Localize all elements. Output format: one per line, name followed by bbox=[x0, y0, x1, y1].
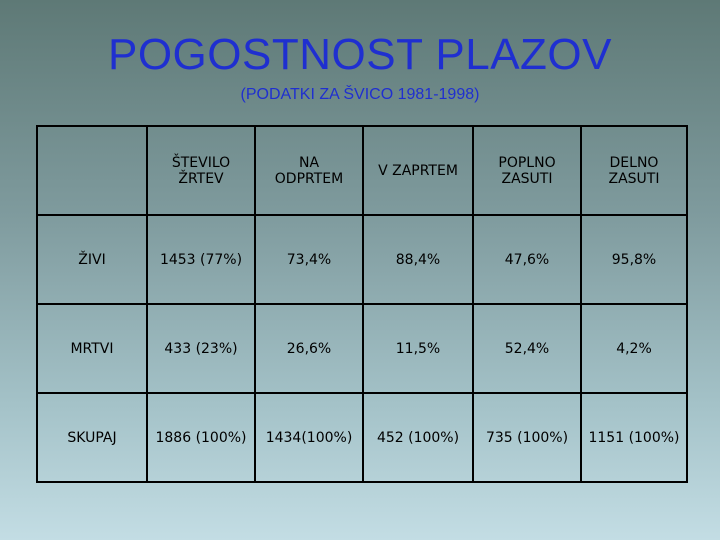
row-label: MRTVI bbox=[36, 303, 148, 394]
slide-title: POGOSTNOST PLAZOV bbox=[107, 30, 612, 79]
header-cell-delno-zasuti: DELNO ZASUTI bbox=[580, 125, 688, 216]
table-row: ŽIVI 1453 (77%) 73,4% 88,4% 47,6% 95,8% bbox=[36, 214, 688, 305]
table-cell: 4,2% bbox=[580, 303, 688, 394]
header-cell-corner bbox=[36, 125, 148, 216]
table-row: MRTVI 433 (23%) 26,6% 11,5% 52,4% 4,2% bbox=[36, 303, 688, 394]
table-cell: 1434(100%) bbox=[254, 392, 364, 483]
table-cell: 47,6% bbox=[472, 214, 582, 305]
row-label: SKUPAJ bbox=[36, 392, 148, 483]
table-header-row: ŠTEVILO ŽRTEV NA ODPRTEM V ZAPRTEM POPLNO Z… bbox=[36, 125, 688, 216]
header-cell-stevilo-zrtev: ŠTEVILO ŽRTEV bbox=[146, 125, 256, 216]
table-cell: 433 (23%) bbox=[146, 303, 256, 394]
table-cell: 11,5% bbox=[362, 303, 474, 394]
data-table: ŠTEVILO ŽRTEV NA ODPRTEM V ZAPRTEM POPLNO Z… bbox=[36, 125, 688, 483]
table-cell: 73,4% bbox=[254, 214, 364, 305]
header-cell-na-odprtem: NA ODPRTEM bbox=[254, 125, 364, 216]
header-cell-poplno-zasuti: POPLNO ZASUTI bbox=[472, 125, 582, 216]
table-row: SKUPAJ 1886 (100%) 1434(100%) 452 (100%)… bbox=[36, 392, 688, 483]
row-label: ŽIVI bbox=[36, 214, 148, 305]
table-cell: 1886 (100%) bbox=[146, 392, 256, 483]
table-cell: 88,4% bbox=[362, 214, 474, 305]
table-cell: 26,6% bbox=[254, 303, 364, 394]
table-cell: 52,4% bbox=[472, 303, 582, 394]
table-cell: 95,8% bbox=[580, 214, 688, 305]
header-cell-v-zaprtem: V ZAPRTEM bbox=[362, 125, 474, 216]
table-cell: 1151 (100%) bbox=[580, 392, 688, 483]
table-cell: 1453 (77%) bbox=[146, 214, 256, 305]
table-cell: 735 (100%) bbox=[472, 392, 582, 483]
slide-subtitle: (PODATKI ZA ŠVICO 1981-1998) bbox=[240, 86, 480, 103]
table-cell: 452 (100%) bbox=[362, 392, 474, 483]
